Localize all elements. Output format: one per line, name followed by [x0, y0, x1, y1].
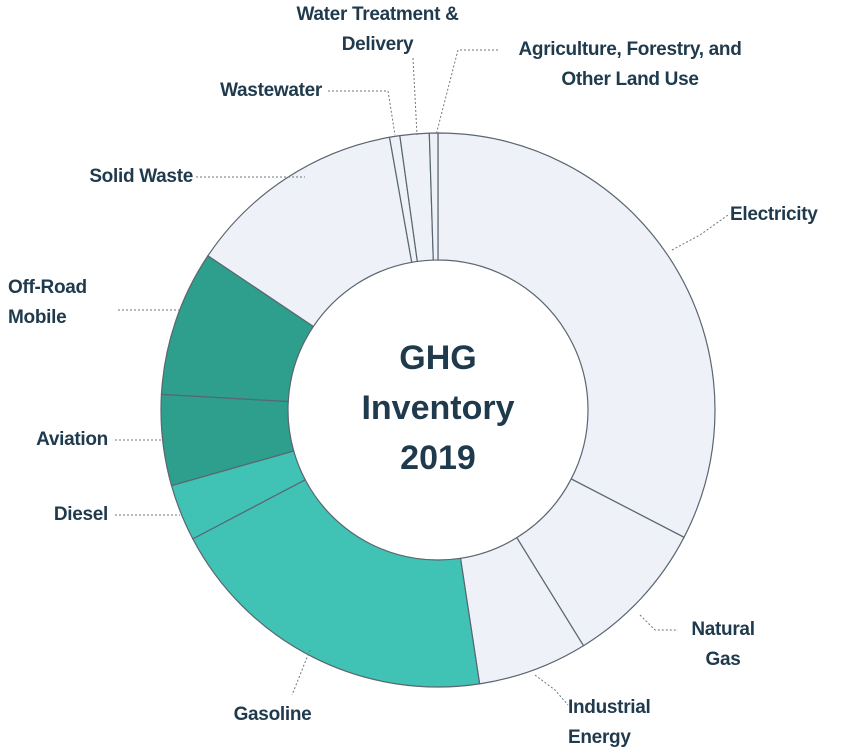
- center-label: GHG: [399, 339, 476, 377]
- slice-label: Solid Waste: [89, 166, 193, 187]
- slice-label: Natural Gas: [691, 619, 755, 670]
- donut-slice: [191, 478, 481, 688]
- leader-line: [291, 649, 311, 696]
- leader-line: [534, 674, 569, 706]
- slice-label: Wastewater: [220, 80, 322, 101]
- slice-label: Water Treatment & Delivery: [296, 4, 459, 55]
- donut-slice: [207, 136, 413, 328]
- leader-line: [412, 57, 418, 136]
- center-label: 2019: [400, 439, 476, 477]
- donut-slice: [428, 132, 439, 261]
- leader-line: [671, 214, 729, 251]
- slice-label: Diesel: [53, 504, 108, 525]
- slice-label: Agriculture, Forestry, and Other Land Us…: [518, 39, 742, 90]
- center-label: Inventory: [361, 389, 514, 427]
- slice-label: Electricity: [730, 204, 818, 225]
- slice-label: Off-Road Mobile: [8, 277, 87, 328]
- leader-line: [639, 614, 678, 631]
- leader-line: [435, 49, 498, 136]
- slice-label: Gasoline: [233, 704, 312, 725]
- slice-label: Aviation: [36, 429, 108, 450]
- slice-label: Industrial Energy: [568, 697, 651, 748]
- leader-line: [328, 90, 396, 136]
- donut-slice: [437, 132, 716, 539]
